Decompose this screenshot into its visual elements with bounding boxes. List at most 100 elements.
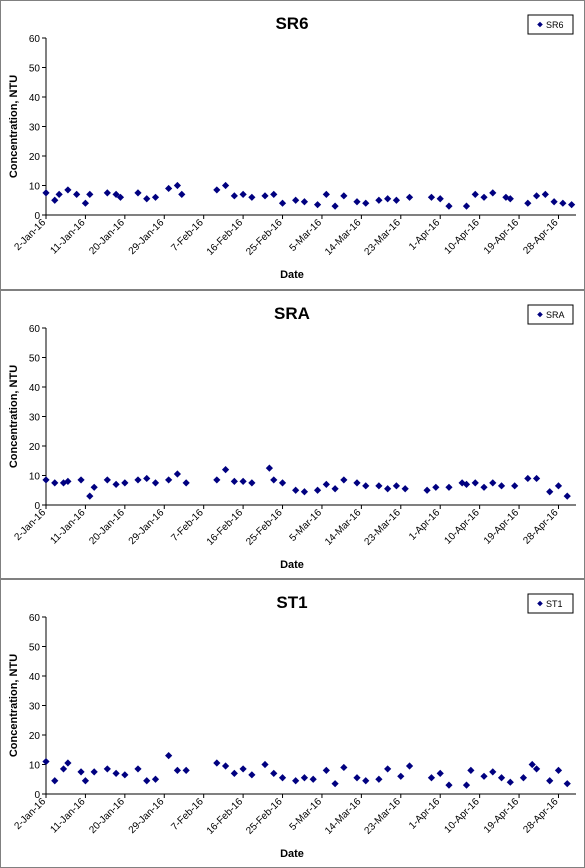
data-point-sr6 <box>116 193 125 201</box>
data-point-sra <box>134 476 142 484</box>
data-point-sr6 <box>51 196 59 204</box>
x-tick-label: 20-Jan-16 <box>87 507 127 547</box>
data-point-st1 <box>300 774 309 782</box>
data-point-sra <box>165 476 173 484</box>
data-point-st1 <box>173 766 182 774</box>
legend-marker <box>537 600 543 607</box>
x-tick-label: 10-Apr-16 <box>443 796 483 836</box>
x-axis-title: Date <box>280 269 304 281</box>
y-axis-title: Concentration, NTU <box>8 365 20 468</box>
data-point-sra <box>458 479 466 487</box>
data-point-sr6 <box>427 193 436 201</box>
x-tick-label: 28-Apr-16 <box>521 507 561 547</box>
data-point-sr6 <box>445 202 453 210</box>
data-point-st1 <box>134 765 142 773</box>
data-point-sra <box>151 479 160 487</box>
chart-panel-st1: ST1 0 10 20 30 40 50 60 2-Jan-16 11-Jan-16 20-Jan-… <box>0 579 585 868</box>
x-tick-label: 7-Feb-16 <box>169 796 206 833</box>
data-point-sr6 <box>261 192 269 200</box>
x-tick-label: 14-Mar-16 <box>323 217 364 258</box>
chart-st1: ST1 0 10 20 30 40 50 60 2-Jan-16 11-Jan-16 20-Jan-… <box>8 593 576 860</box>
data-point-st1 <box>353 774 361 782</box>
data-point-st1 <box>42 757 50 766</box>
data-point-sra <box>313 486 322 494</box>
data-point-sr6 <box>73 190 81 198</box>
data-point-sra <box>230 477 238 485</box>
data-point-sr6 <box>489 189 497 197</box>
chart-panel-sr6: SR6 0 10 20 30 40 50 60 2-Jan-16 11-Jan-16 20-Jan-… <box>0 0 585 290</box>
data-point-sra <box>563 492 571 500</box>
data-point-sr6 <box>384 195 392 203</box>
data-point-sr6 <box>151 193 160 201</box>
data-point-st1 <box>90 768 98 776</box>
data-point-sr6 <box>173 181 182 190</box>
chart-title-sr6: SR6 <box>275 14 308 33</box>
data-point-sr6 <box>375 196 383 204</box>
data-point-st1 <box>309 775 317 783</box>
data-point-sr6 <box>532 192 541 200</box>
data-point-sr6 <box>313 201 322 209</box>
data-point-sra <box>480 483 488 491</box>
chart-title-st1: ST1 <box>276 593 307 612</box>
data-point-sr6 <box>292 196 300 204</box>
data-point-sra <box>90 483 98 491</box>
data-point-st1 <box>51 777 59 785</box>
data-point-st1 <box>519 774 528 782</box>
data-point-st1 <box>554 766 563 774</box>
data-point-st1 <box>248 771 256 779</box>
data-point-sr6 <box>568 201 576 209</box>
data-point-st1 <box>506 778 514 786</box>
x-tick-label: 20-Jan-16 <box>87 217 127 257</box>
data-point-sra <box>532 474 541 483</box>
data-point-sra <box>471 479 479 487</box>
x-tick-label: 16-Feb-16 <box>205 217 246 258</box>
data-point-st1 <box>64 759 72 767</box>
data-point-sr6 <box>340 192 348 200</box>
y-tick-label: 30 <box>29 123 41 134</box>
data-point-sra <box>278 479 287 487</box>
x-tick-label: 1-Apr-16 <box>407 217 443 253</box>
y-tick-label: 40 <box>29 93 41 104</box>
data-point-sra <box>121 479 129 487</box>
data-point-sra <box>42 476 50 484</box>
x-axis-title: Date <box>280 559 304 571</box>
data-point-sr6 <box>112 190 120 198</box>
data-point-sr6 <box>405 193 414 201</box>
x-tick-label: 16-Feb-16 <box>205 507 246 548</box>
x-tick-label: 29-Jan-16 <box>127 507 167 547</box>
data-point-sra <box>221 466 230 474</box>
x-tick-label: 28-Apr-16 <box>521 217 561 257</box>
data-point-st1 <box>563 780 571 788</box>
data-point-sra <box>331 485 339 493</box>
y-tick-label: 40 <box>29 672 41 683</box>
data-point-sr6 <box>178 190 186 198</box>
data-point-sra <box>51 479 59 487</box>
data-point-st1 <box>261 760 269 769</box>
x-tick-label: 28-Apr-16 <box>521 796 561 836</box>
data-point-sra <box>392 482 401 490</box>
data-point-sr6 <box>278 199 287 207</box>
data-point-sra <box>401 485 409 493</box>
data-point-sr6 <box>221 181 230 190</box>
data-point-sra <box>300 488 309 496</box>
data-point-st1 <box>239 765 247 773</box>
data-point-sra <box>432 483 440 491</box>
data-point-sr6 <box>213 186 221 194</box>
data-point-st1 <box>77 768 85 776</box>
chart-sr6: SR6 0 10 20 30 40 50 60 2-Jan-16 11-Jan-16 20-Jan-… <box>8 14 576 281</box>
data-point-sr6 <box>239 190 247 198</box>
data-point-sr6 <box>322 190 330 198</box>
data-point-sra <box>265 464 273 472</box>
x-tick-label: 23-Mar-16 <box>363 507 404 548</box>
data-point-st1 <box>165 752 173 760</box>
data-point-st1 <box>445 781 453 789</box>
x-tick-label: 11-Jan-16 <box>48 217 87 256</box>
data-point-sra <box>86 492 94 500</box>
x-tick-label: 7-Feb-16 <box>169 507 206 544</box>
y-tick-label: 40 <box>29 383 41 394</box>
data-point-st1 <box>121 771 129 779</box>
x-tick-label: 14-Mar-16 <box>323 796 364 837</box>
data-point-sr6 <box>541 190 549 198</box>
x-tick-label: 25-Feb-16 <box>244 796 285 837</box>
data-point-sra <box>497 482 506 490</box>
